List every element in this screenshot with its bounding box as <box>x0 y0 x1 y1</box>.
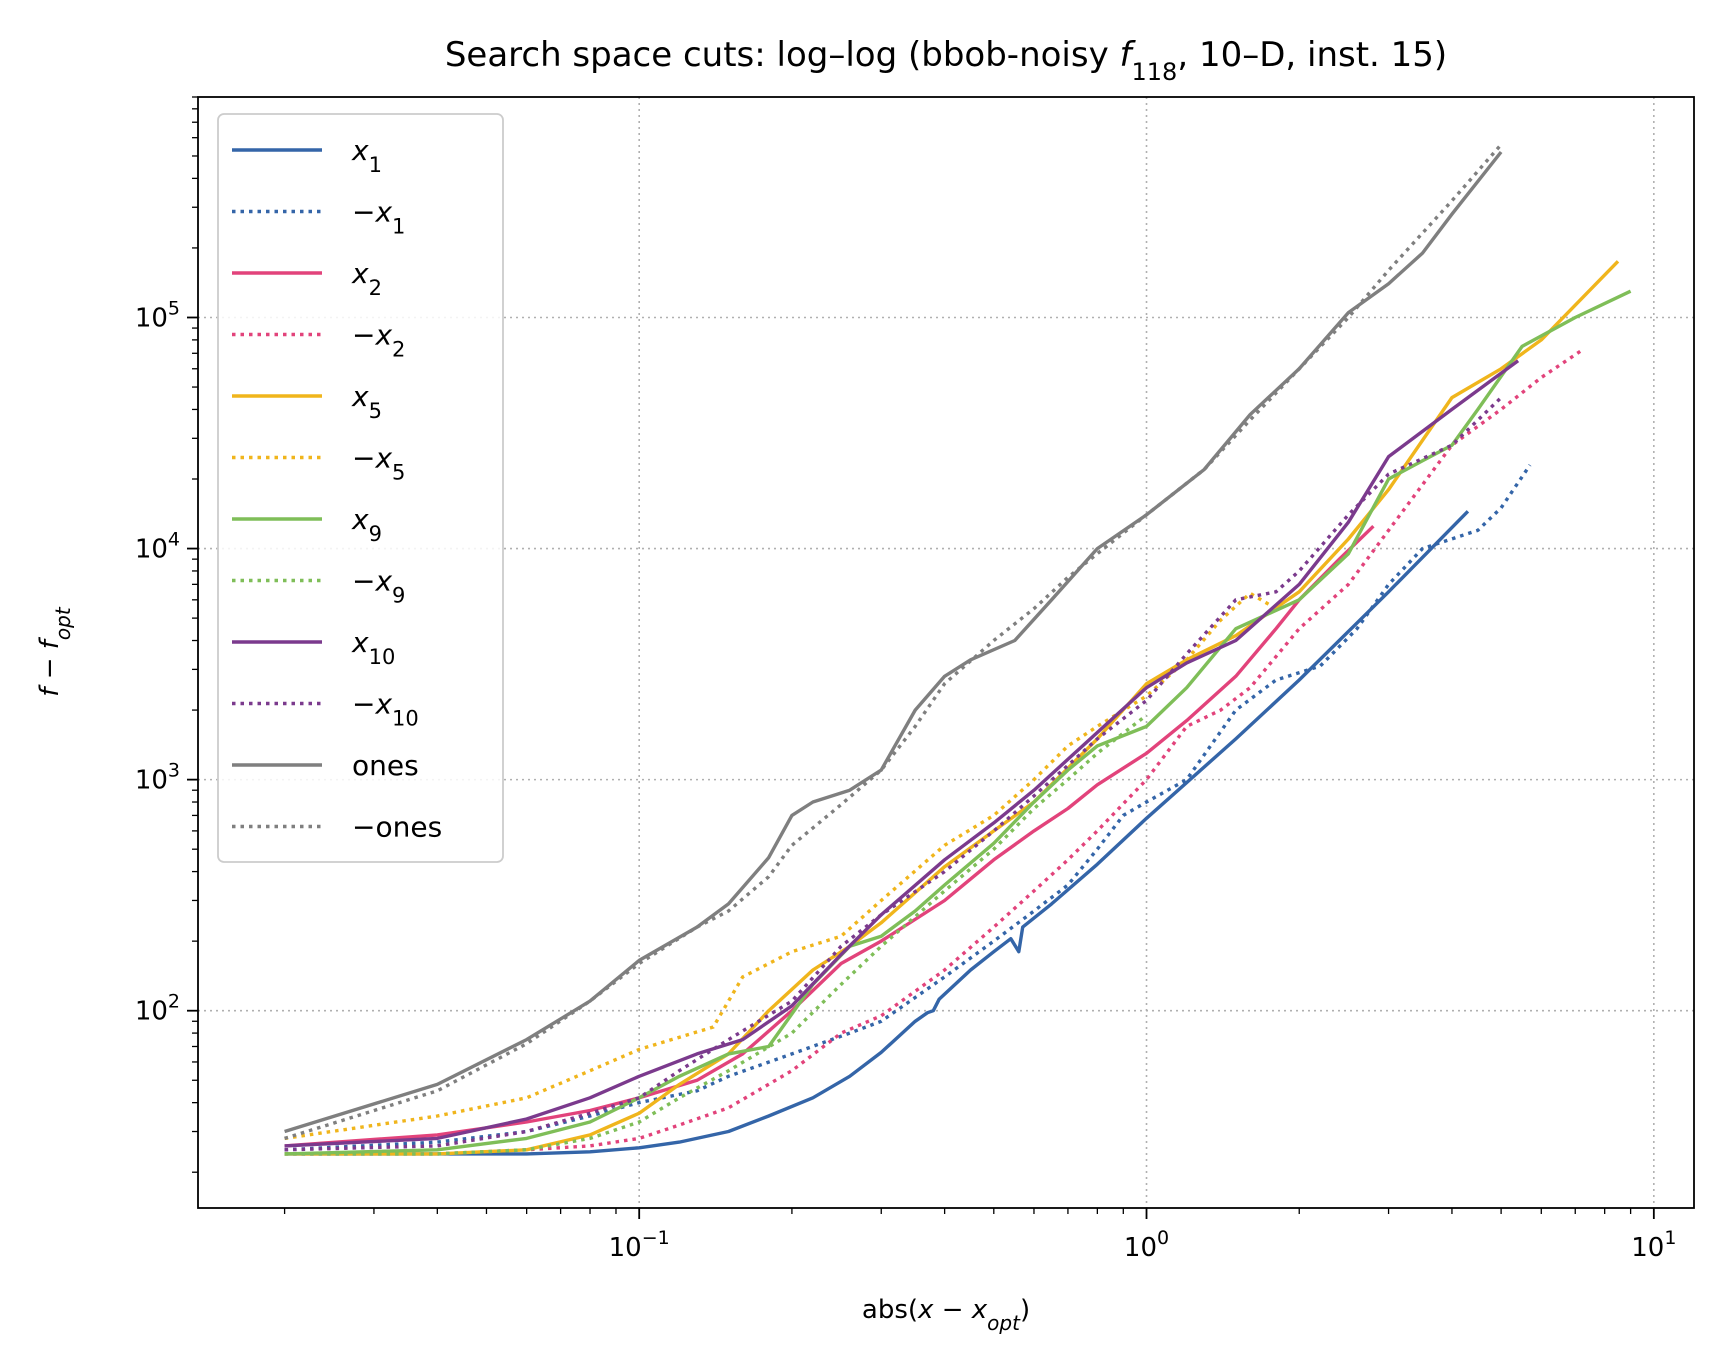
legend: x1 −x1 x2 −x2 x5 −x5 x9 −x9 x10 −x10 ones −ones <box>217 113 504 863</box>
y-tick-label: 104 <box>135 529 180 565</box>
legend-label-x2: x2 <box>351 257 382 300</box>
title-post: , 10–D, inst. 15) <box>1177 35 1447 75</box>
x-axis-label: abs(x − xopt) <box>862 1295 1030 1335</box>
legend-label--x9: −x9 <box>352 565 405 608</box>
legend-label-x9: x9 <box>351 503 382 546</box>
series-line-ones <box>284 150 1503 1134</box>
x-tick-label: 10−1 <box>609 1227 670 1263</box>
legend-label--x10: −x10 <box>352 688 419 731</box>
y-axis-label: f − fopt <box>35 606 75 697</box>
xlabel-op: − <box>933 1295 971 1325</box>
plot-frame <box>197 96 1695 1209</box>
grid <box>198 97 1694 1208</box>
series-line-x2 <box>284 524 1375 1148</box>
series-line-x10 <box>284 359 1520 1148</box>
title-pre: Search space cuts: log–log (bbob-noisy <box>445 35 1120 75</box>
y-tick-label: 103 <box>135 760 180 796</box>
ylabel-op: − <box>35 649 65 687</box>
series-line-x9 <box>284 289 1632 1156</box>
xlabel-sub: opt <box>987 1311 1021 1335</box>
legend-label-ones: ones <box>352 749 419 782</box>
legend-label-x10: x10 <box>351 626 395 669</box>
xlabel-pre: abs( <box>862 1295 918 1325</box>
series-line--x9 <box>284 713 1148 1156</box>
series-line--x1 <box>284 464 1532 1152</box>
x-tick-label: 100 <box>1124 1227 1169 1263</box>
y-tick-label: 105 <box>135 297 180 333</box>
axis-ticks: 10−1 100 101 102 103 104 105 <box>135 96 1676 1263</box>
ylabel-sub: opt <box>51 606 75 640</box>
legend-label--x5: −x5 <box>352 442 405 485</box>
title-func-sub: 118 <box>1132 58 1178 86</box>
xlabel-post: ) <box>1020 1295 1030 1325</box>
x-tick-label: 101 <box>1631 1227 1676 1263</box>
xlabel-var: x <box>917 1295 934 1325</box>
y-tick-label: 102 <box>135 991 180 1027</box>
chart-title: Search space cuts: log–log (bbob-noisy f… <box>445 35 1447 86</box>
series-line--ones <box>284 143 1503 1141</box>
series-line-x1 <box>284 510 1470 1156</box>
xlabel-var2: x <box>971 1295 988 1325</box>
legend-label--x2: −x2 <box>352 319 405 362</box>
series-layer <box>284 143 1632 1156</box>
legend-label-x1: x1 <box>351 134 382 177</box>
legend-box <box>217 113 504 863</box>
legend-label--x1: −x1 <box>352 196 405 239</box>
legend-label--ones: −ones <box>352 811 442 844</box>
series-line-x5 <box>284 260 1620 1156</box>
legend-label-x5: x5 <box>351 380 382 423</box>
